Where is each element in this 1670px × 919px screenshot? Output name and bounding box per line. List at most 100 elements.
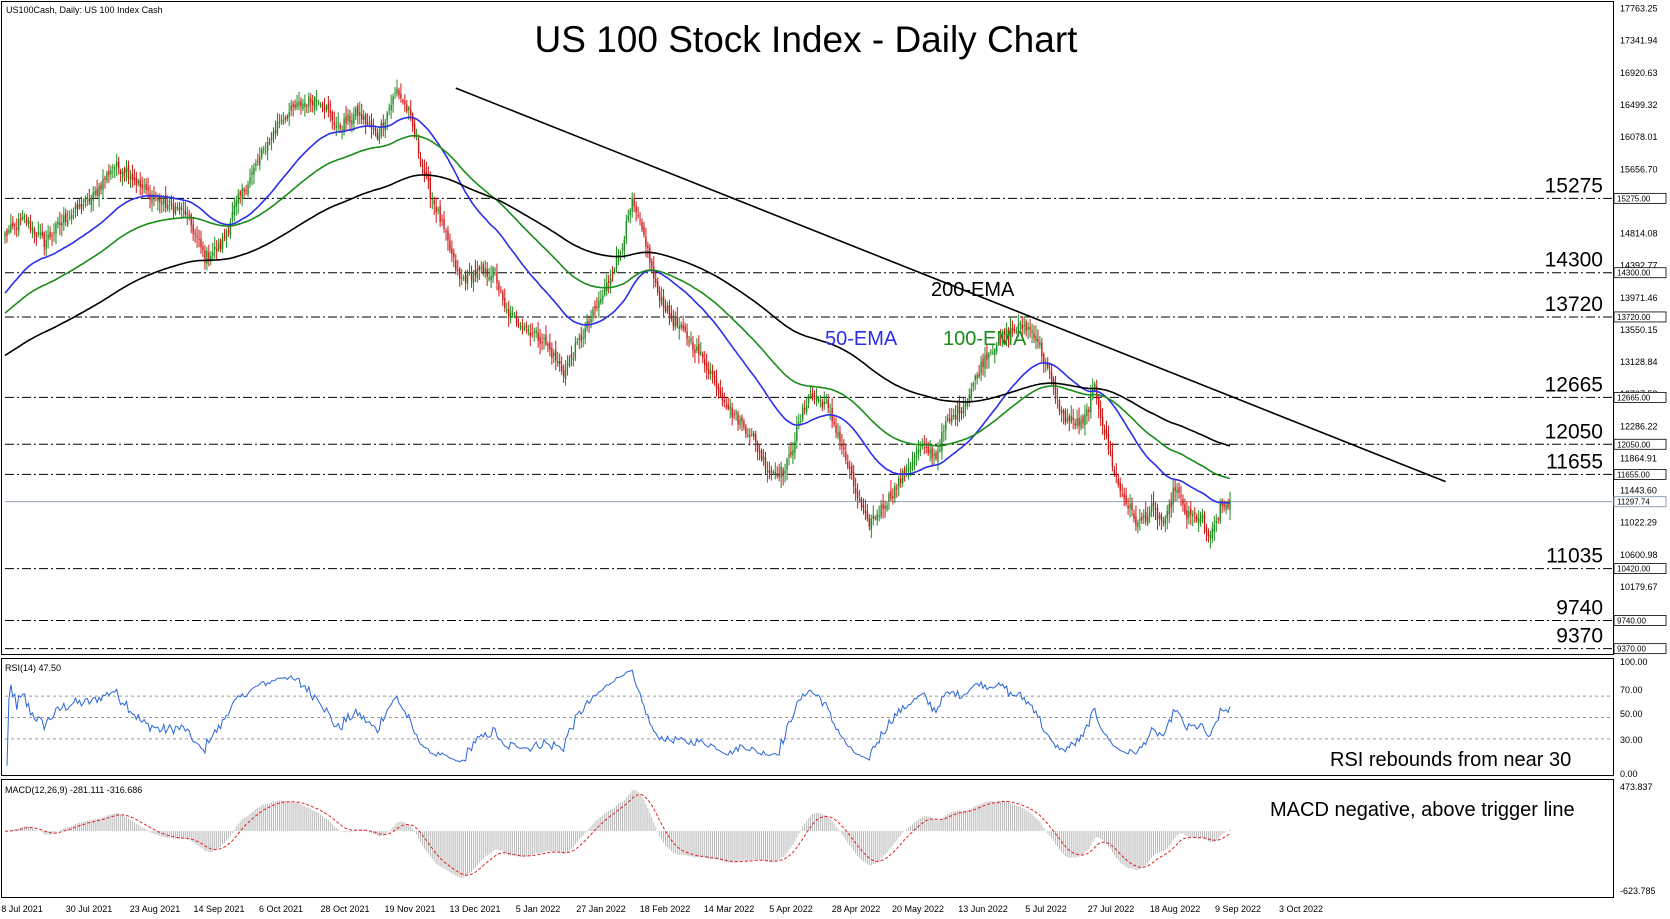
candle-body [157, 197, 159, 201]
candle-body [186, 212, 188, 215]
candle [813, 390, 816, 405]
candle [259, 147, 261, 171]
candle-body [911, 462, 914, 470]
candle-body [1154, 507, 1157, 510]
candle [500, 286, 502, 294]
candle [1205, 523, 1208, 542]
candle [937, 442, 939, 471]
candle [972, 381, 974, 392]
candle [139, 172, 141, 196]
candle [629, 208, 631, 224]
candle-body [702, 353, 704, 358]
candle-body [754, 434, 757, 443]
candle-body [900, 478, 902, 484]
candle [988, 351, 990, 369]
candle [94, 186, 96, 198]
rsi-tick: 50.00 [1620, 709, 1643, 719]
candle-body [84, 198, 87, 203]
candle [935, 450, 937, 461]
candle-body [100, 184, 102, 190]
candle [1192, 510, 1194, 527]
candle-body [270, 133, 273, 141]
candle [945, 416, 947, 441]
candle [874, 515, 876, 521]
candle-body [1003, 331, 1006, 335]
ema-50-label: 50-EMA [825, 328, 898, 350]
candle-body [19, 218, 22, 220]
level-tag-box [1613, 615, 1667, 626]
candle [402, 98, 404, 105]
candle [1041, 338, 1043, 364]
candle-body [370, 120, 373, 129]
candle-body [125, 167, 128, 173]
candle-body [135, 177, 138, 186]
candle-body [704, 359, 706, 366]
rsi-label: RSI(14) 47.50 [5, 663, 61, 673]
price-tick: 12286.22 [1620, 421, 1658, 431]
candle [1084, 405, 1086, 436]
candle-body [772, 471, 775, 473]
candle-body [451, 248, 453, 254]
candle [202, 241, 204, 258]
candle-body [1125, 495, 1127, 505]
candle-body [721, 393, 724, 400]
candle-body [807, 396, 810, 404]
candle-body [506, 309, 508, 311]
candle [39, 224, 41, 240]
candle-body [486, 268, 488, 277]
candle-body [715, 376, 718, 389]
candle [1213, 515, 1216, 541]
candle [894, 482, 896, 503]
candle [880, 500, 882, 519]
candle [437, 206, 439, 215]
candle-body [102, 178, 104, 191]
candle-body [1084, 414, 1086, 426]
candle [33, 226, 36, 244]
candle [478, 265, 481, 281]
candle-body [423, 168, 426, 175]
candle [900, 468, 902, 488]
candle-body [406, 104, 408, 112]
candle [549, 333, 551, 357]
candle [396, 79, 398, 97]
main-panel-frame [1, 1, 1614, 655]
level-tag-box [1613, 267, 1667, 279]
candle [594, 300, 596, 319]
candle-body [782, 469, 784, 477]
candle [1227, 498, 1229, 510]
candle-body [1203, 513, 1206, 525]
candle-body [860, 498, 863, 508]
candle [705, 353, 708, 380]
candle [278, 113, 281, 129]
candle-body [145, 184, 147, 190]
candle [766, 461, 769, 483]
candle [333, 111, 335, 131]
candle-body [931, 447, 933, 459]
candle [1039, 336, 1041, 349]
candle-body [678, 326, 680, 330]
candle [854, 477, 857, 501]
candle-body [392, 96, 394, 105]
candle [415, 128, 418, 141]
candle [788, 445, 790, 466]
candle [1125, 487, 1127, 507]
candle-body [509, 311, 512, 317]
candle [817, 396, 820, 404]
candle-body [127, 165, 130, 179]
candle [382, 114, 384, 137]
price-tick: 11022.29 [1620, 518, 1657, 528]
candle-body [941, 431, 943, 452]
candle-body [402, 100, 404, 102]
candle [825, 394, 827, 404]
candle [225, 228, 228, 248]
candle-body [766, 469, 769, 472]
macd-signal-line [5, 793, 1231, 876]
candle-body [1174, 487, 1176, 491]
candle-body [208, 252, 210, 260]
candle-body [643, 226, 645, 235]
candle [1141, 512, 1143, 524]
candle-body [1072, 417, 1074, 421]
level-label: 11035 [1546, 545, 1603, 568]
candle [1170, 492, 1172, 518]
candle [764, 451, 767, 475]
